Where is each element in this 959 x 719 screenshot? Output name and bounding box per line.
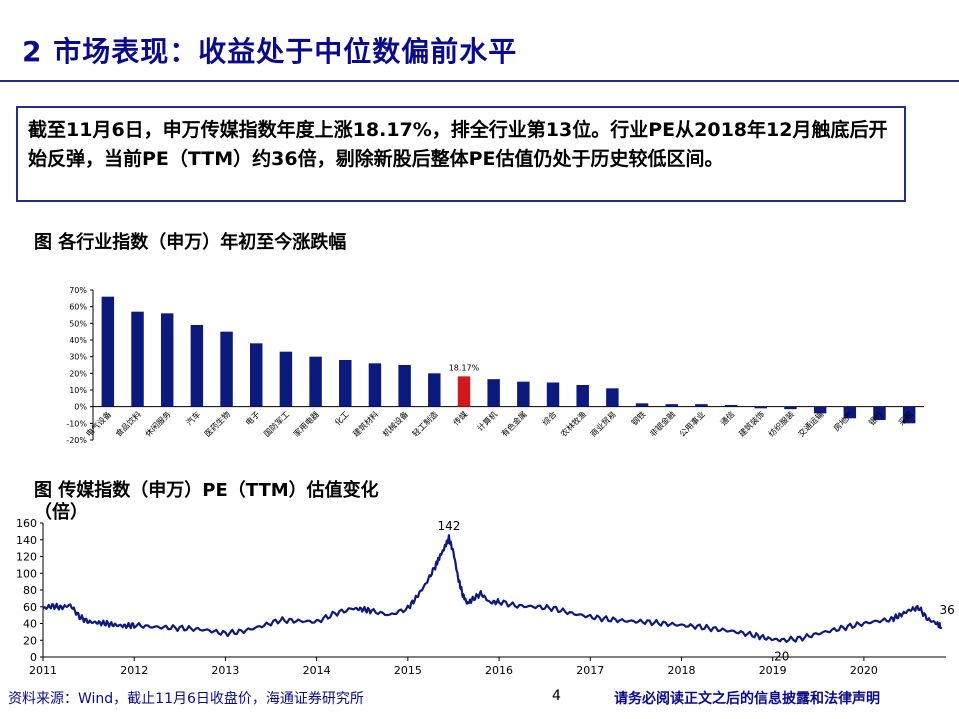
bar-24 xyxy=(784,406,797,410)
bar-highlight-label: 18.17% xyxy=(449,363,480,372)
line-y-tick-label: 80 xyxy=(23,584,37,597)
title-divider xyxy=(0,80,959,82)
line-x-tick-label: 2012 xyxy=(120,664,148,677)
bar-category-label: 建筑装饰 xyxy=(736,409,766,439)
bar-9 xyxy=(339,360,352,407)
bar-3 xyxy=(160,313,174,407)
footer-disclaimer: 请务必阅读正文之后的信息披露和法律声明 xyxy=(614,691,880,707)
line-x-tick-label: 2011 xyxy=(29,664,57,677)
bar-7 xyxy=(279,351,293,407)
bar-y-tick-label: 60% xyxy=(69,303,87,312)
line-x-tick-label: 2013 xyxy=(211,664,239,677)
bar-category-label: 通信 xyxy=(718,409,736,427)
bar-category-label: 农林牧渔 xyxy=(558,409,588,439)
line-x-tick-label: 2018 xyxy=(667,664,695,677)
pe-annotation: 20 xyxy=(774,649,789,663)
bar-26 xyxy=(843,406,857,419)
bar-y-tick-label: 70% xyxy=(69,286,87,295)
bar-21 xyxy=(695,404,708,407)
line-chart-ylabel: （倍） xyxy=(34,502,88,523)
line-y-tick-label: 60 xyxy=(23,601,37,614)
line-x-tick-label: 2016 xyxy=(485,664,513,677)
bar-category-label: 纺织服装 xyxy=(766,409,796,439)
bar-y-tick-label: 10% xyxy=(69,386,87,395)
bar-category-label: 非银金融 xyxy=(647,409,677,439)
footer-page-number: 4 xyxy=(552,688,561,704)
bar-8 xyxy=(309,356,322,407)
line-y-tick-label: 20 xyxy=(23,634,37,647)
bar-category-label: 公用事业 xyxy=(677,409,707,439)
bar-y-tick-label: 50% xyxy=(69,319,87,328)
line-x-tick-label: 2019 xyxy=(759,664,787,677)
pe-annotation: 36 xyxy=(939,603,954,617)
bar-28 xyxy=(902,406,916,424)
bar-category-label: 建筑材料 xyxy=(351,409,381,439)
line-chart-title: 图 传媒指数（申万）PE（TTM）估值变化 xyxy=(34,480,379,501)
footer-source: 资料来源：Wind，截止11月6日收盘价，海通证券研究所 xyxy=(8,691,364,707)
bar-y-tick-label: 40% xyxy=(69,336,87,345)
bar-5 xyxy=(220,331,233,407)
bar-y-tick-label: 20% xyxy=(69,369,87,378)
bar-27 xyxy=(873,406,886,420)
line-y-tick-label: 0 xyxy=(30,651,37,664)
bar-category-label: 房地产 xyxy=(831,409,855,433)
bar-category-label: 电气设备 xyxy=(84,409,114,439)
bar-y-tick-label: -10% xyxy=(66,419,87,428)
line-x-tick-label: 2014 xyxy=(303,664,331,677)
bar-15 xyxy=(517,381,530,407)
bar-13 xyxy=(457,376,471,407)
bar-12 xyxy=(428,373,441,407)
line-y-tick-label: 140 xyxy=(16,534,37,547)
bar-category-label: 计算机 xyxy=(475,409,499,433)
bar-19 xyxy=(635,403,649,407)
bar-22 xyxy=(724,405,738,407)
bar-17 xyxy=(576,385,589,407)
summary-box: 截至11月6日，申万传媒指数年度上涨18.17%，排全行业第13位。行业PE从2… xyxy=(16,106,906,202)
pe-series-line xyxy=(42,534,943,644)
bar-category-label: 轻工制造 xyxy=(410,409,440,439)
page-title: 2 市场表现：收益处于中位数偏前水平 xyxy=(22,35,518,68)
line-y-tick-label: 100 xyxy=(16,567,37,580)
bar-category-label: 汽车 xyxy=(184,409,202,427)
bar-1 xyxy=(101,296,115,407)
bar-14 xyxy=(487,379,500,407)
bar-2 xyxy=(131,311,144,407)
bar-y-tick-label: 30% xyxy=(69,353,87,362)
bar-10 xyxy=(368,363,382,407)
bar-category-label: 休闲服务 xyxy=(143,409,173,439)
bar-category-label: 机械设备 xyxy=(380,409,410,439)
bar-category-label: 综合 xyxy=(540,409,558,427)
bar-category-label: 有色金属 xyxy=(499,409,529,439)
bar-18 xyxy=(606,388,619,407)
line-y-tick-label: 120 xyxy=(16,551,37,564)
bar-category-label: 医药生物 xyxy=(202,409,232,439)
line-x-tick-label: 2020 xyxy=(850,664,878,677)
bar-16 xyxy=(546,382,560,407)
bar-category-label: 电子 xyxy=(243,409,261,427)
line-x-tick-label: 2015 xyxy=(394,664,422,677)
bar-4 xyxy=(190,325,204,407)
bar-20 xyxy=(665,404,678,407)
bar-y-tick-label: 0% xyxy=(74,403,87,412)
bar-category-label: 国防军工 xyxy=(262,409,292,439)
bar-y-tick-label: -20% xyxy=(66,436,87,445)
line-y-tick-label: 160 xyxy=(16,517,37,530)
bar-25 xyxy=(813,406,827,414)
bar-category-label: 化工 xyxy=(332,409,350,427)
bar-category-label: 商业贸易 xyxy=(588,409,618,439)
bar-chart-title: 图 各行业指数（申万）年初至今涨跌幅 xyxy=(34,232,347,253)
bar-category-label: 传媒 xyxy=(451,409,469,427)
pe-annotation: 142 xyxy=(437,519,460,533)
bar-23 xyxy=(754,406,768,409)
bar-category-label: 交通运输 xyxy=(796,409,826,439)
line-y-tick-label: 40 xyxy=(23,618,37,631)
bar-category-label: 食品饮料 xyxy=(113,409,143,439)
bar-category-label: 钢铁 xyxy=(629,409,647,427)
line-x-tick-label: 2017 xyxy=(576,664,604,677)
bar-6 xyxy=(249,343,263,407)
bar-11 xyxy=(398,365,411,407)
bar-category-label: 家用电器 xyxy=(291,409,321,439)
